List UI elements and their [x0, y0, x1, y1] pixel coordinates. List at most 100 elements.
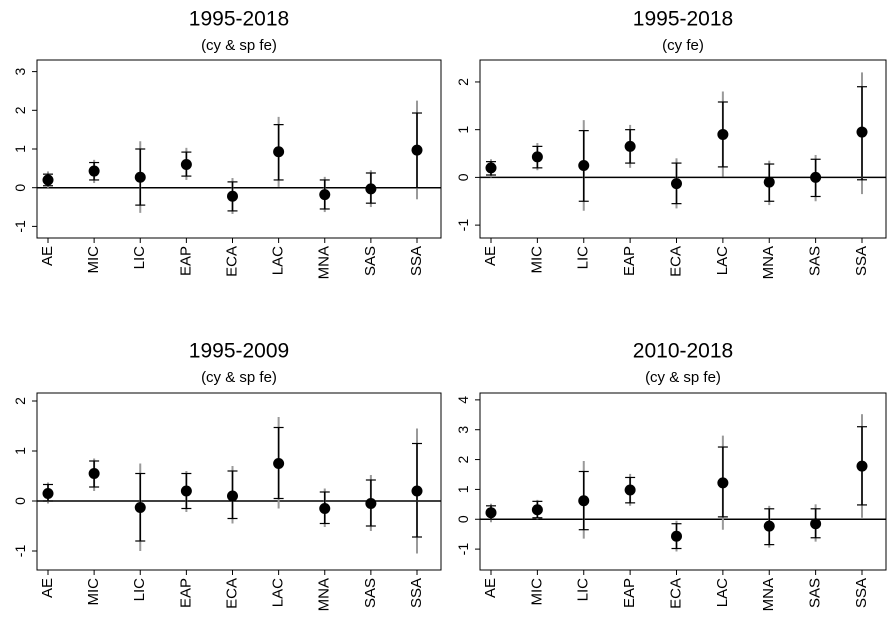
x-tick-label: ECA — [223, 578, 240, 609]
x-tick-label: EAP — [621, 578, 638, 608]
x-tick-label: EAP — [177, 246, 194, 276]
point-estimate — [485, 162, 497, 174]
x-tick-label: LIC — [131, 246, 148, 270]
plot-frame — [36, 59, 442, 239]
y-tick-label: 0 — [12, 184, 28, 192]
y-tick-label: 1 — [12, 145, 28, 153]
x-tick-label: LAC — [270, 246, 287, 275]
point-estimate — [856, 460, 868, 472]
x-tick-label: SAS — [362, 578, 379, 608]
point-estimate — [365, 498, 377, 509]
x-tick-label: MNA — [316, 246, 333, 279]
point-estimate — [319, 503, 331, 514]
point-estimate — [134, 171, 146, 183]
point-estimate — [578, 495, 590, 507]
point-estimate — [42, 174, 54, 186]
point-estimate — [273, 146, 285, 158]
y-tick-label: 2 — [12, 106, 28, 114]
y-tick-label: 1 — [12, 447, 28, 455]
chart-subtitle: (cy & sp fe) — [201, 369, 277, 386]
y-tick-label: 3 — [455, 426, 471, 434]
point-estimate — [411, 144, 423, 156]
point-estimate — [624, 484, 636, 496]
chart-title: 2010-2018 — [633, 340, 733, 363]
plot-frame — [36, 392, 442, 571]
x-tick-label: MIC — [528, 578, 545, 606]
point-estimate — [671, 178, 682, 190]
y-tick-label: 3 — [12, 68, 28, 76]
x-tick-label: SSA — [853, 578, 870, 608]
point-estimate — [411, 485, 423, 497]
plot-frame — [479, 59, 887, 239]
point-estimate — [810, 518, 822, 530]
point-estimate — [319, 189, 331, 201]
point-estimate — [717, 128, 729, 140]
y-tick-label: 0 — [12, 497, 28, 505]
point-estimate — [763, 176, 775, 188]
x-tick-label: AE — [482, 578, 499, 598]
chart-subtitle: (cy fe) — [662, 37, 704, 54]
point-estimate — [88, 468, 100, 479]
x-tick-label: LIC — [131, 578, 148, 602]
chart-subtitle: (cy & sp fe) — [201, 37, 277, 54]
x-tick-label: EAP — [177, 578, 194, 608]
point-estimate — [88, 165, 100, 177]
x-tick-label: MIC — [85, 246, 102, 274]
x-tick-label: SAS — [807, 246, 824, 276]
point-estimate — [531, 151, 543, 163]
x-tick-label: LAC — [714, 246, 731, 275]
y-tick-label: 2 — [12, 397, 28, 405]
y-tick-label: 4 — [455, 396, 471, 404]
point-estimate — [763, 520, 775, 532]
y-tick-label: 0 — [455, 515, 471, 523]
x-tick-label: EAP — [621, 246, 638, 276]
y-tick-label: -1 — [455, 543, 471, 556]
y-tick-label: -1 — [12, 220, 28, 233]
x-tick-label: MNA — [316, 578, 333, 611]
x-tick-label: MIC — [528, 246, 545, 274]
point-estimate — [365, 183, 377, 195]
x-tick-label: LAC — [270, 578, 287, 607]
x-tick-label: SAS — [807, 578, 824, 608]
point-estimate — [273, 458, 285, 469]
point-estimate — [717, 477, 729, 489]
x-tick-label: MIC — [85, 578, 102, 606]
x-tick-label: ECA — [223, 246, 240, 277]
plot-frame — [479, 392, 887, 571]
point-estimate — [810, 171, 822, 183]
x-tick-label: SSA — [408, 578, 425, 608]
chart-title: 1995-2009 — [189, 340, 289, 363]
point-estimate — [578, 159, 590, 171]
x-tick-label: LIC — [575, 578, 592, 602]
x-tick-label: AE — [39, 246, 56, 266]
x-tick-label: ECA — [667, 578, 684, 609]
point-estimate — [671, 530, 682, 542]
x-tick-label: AE — [482, 246, 499, 266]
x-tick-label: LAC — [714, 578, 731, 607]
x-tick-label: MNA — [760, 578, 777, 611]
point-estimate — [856, 126, 868, 138]
point-estimate — [485, 507, 497, 519]
point-estimate — [180, 485, 192, 497]
y-tick-label: -1 — [455, 219, 471, 232]
chart-title: 1995-2018 — [633, 8, 733, 31]
x-tick-label: LIC — [575, 246, 592, 270]
point-estimate — [624, 140, 636, 152]
y-tick-label: 1 — [455, 485, 471, 493]
y-tick-label: -1 — [12, 545, 28, 558]
point-estimate — [180, 158, 192, 170]
x-tick-label: AE — [39, 578, 56, 598]
x-tick-label: MNA — [760, 246, 777, 279]
point-estimate — [42, 488, 54, 499]
point-estimate — [531, 504, 543, 516]
x-tick-label: SSA — [408, 246, 425, 276]
x-tick-label: ECA — [667, 246, 684, 277]
chart-title: 1995-2018 — [189, 8, 289, 31]
chart-subtitle: (cy & sp fe) — [645, 369, 721, 386]
y-tick-label: 1 — [455, 126, 471, 134]
point-estimate — [227, 190, 238, 202]
y-tick-label: 0 — [455, 173, 471, 181]
y-tick-label: 2 — [455, 455, 471, 463]
point-estimate — [134, 502, 146, 513]
